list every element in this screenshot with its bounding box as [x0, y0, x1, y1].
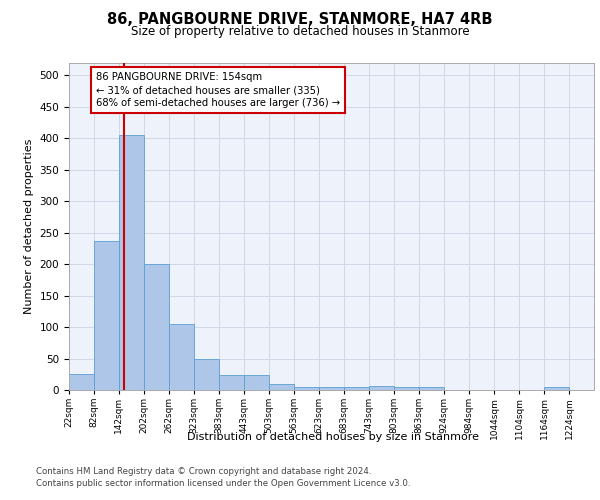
- Text: Contains public sector information licensed under the Open Government Licence v3: Contains public sector information licen…: [36, 479, 410, 488]
- Bar: [419, 387, 444, 390]
- Bar: [269, 384, 294, 390]
- Bar: [544, 387, 569, 390]
- Bar: [144, 264, 169, 390]
- Bar: [319, 387, 344, 390]
- Text: Contains HM Land Registry data © Crown copyright and database right 2024.: Contains HM Land Registry data © Crown c…: [36, 468, 371, 476]
- Bar: [344, 387, 369, 390]
- Bar: [69, 374, 94, 390]
- Text: Distribution of detached houses by size in Stanmore: Distribution of detached houses by size …: [187, 432, 479, 442]
- Text: 86, PANGBOURNE DRIVE, STANMORE, HA7 4RB: 86, PANGBOURNE DRIVE, STANMORE, HA7 4RB: [107, 12, 493, 28]
- Bar: [94, 240, 119, 390]
- Text: Size of property relative to detached houses in Stanmore: Size of property relative to detached ho…: [131, 25, 469, 38]
- Bar: [219, 375, 244, 390]
- Bar: [369, 386, 394, 390]
- Bar: [169, 324, 194, 390]
- Bar: [194, 359, 219, 390]
- Y-axis label: Number of detached properties: Number of detached properties: [24, 138, 34, 314]
- Bar: [294, 387, 319, 390]
- Bar: [394, 387, 419, 390]
- Text: 86 PANGBOURNE DRIVE: 154sqm
← 31% of detached houses are smaller (335)
68% of se: 86 PANGBOURNE DRIVE: 154sqm ← 31% of det…: [96, 72, 340, 108]
- Bar: [119, 135, 144, 390]
- Bar: [244, 375, 269, 390]
